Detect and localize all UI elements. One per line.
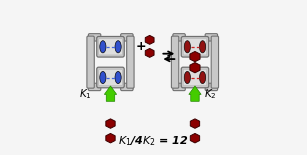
Ellipse shape	[100, 41, 106, 53]
Polygon shape	[190, 51, 200, 62]
Ellipse shape	[184, 71, 190, 84]
Ellipse shape	[115, 41, 121, 53]
FancyBboxPatch shape	[181, 67, 209, 88]
Polygon shape	[190, 133, 200, 143]
Polygon shape	[104, 86, 117, 101]
FancyBboxPatch shape	[87, 36, 94, 88]
Polygon shape	[145, 35, 154, 44]
Ellipse shape	[184, 41, 190, 53]
FancyBboxPatch shape	[183, 69, 207, 86]
FancyBboxPatch shape	[121, 34, 133, 41]
FancyBboxPatch shape	[88, 83, 101, 91]
FancyBboxPatch shape	[173, 83, 185, 91]
FancyBboxPatch shape	[121, 83, 133, 91]
FancyBboxPatch shape	[97, 67, 124, 88]
Ellipse shape	[100, 71, 106, 84]
Polygon shape	[189, 86, 201, 101]
FancyBboxPatch shape	[211, 36, 219, 88]
FancyBboxPatch shape	[181, 36, 209, 57]
FancyBboxPatch shape	[99, 69, 122, 86]
Polygon shape	[106, 119, 115, 128]
Text: $\mathit{K}_1$: $\mathit{K}_1$	[79, 87, 91, 101]
FancyBboxPatch shape	[97, 36, 124, 57]
Polygon shape	[190, 119, 200, 128]
Text: +: +	[136, 40, 146, 53]
FancyBboxPatch shape	[183, 39, 207, 55]
Polygon shape	[106, 133, 115, 143]
FancyBboxPatch shape	[205, 34, 218, 41]
Ellipse shape	[200, 71, 206, 84]
Text: $\mathit{K}_2$: $\mathit{K}_2$	[204, 87, 217, 101]
Polygon shape	[190, 62, 200, 73]
Polygon shape	[145, 49, 154, 57]
FancyBboxPatch shape	[205, 83, 218, 91]
Text: $\mathit{K}_1$/4$\mathit{K}_2$ = 12: $\mathit{K}_1$/4$\mathit{K}_2$ = 12	[118, 134, 189, 148]
FancyBboxPatch shape	[88, 34, 101, 41]
Ellipse shape	[200, 41, 206, 53]
FancyBboxPatch shape	[99, 39, 122, 55]
FancyBboxPatch shape	[171, 36, 179, 88]
FancyBboxPatch shape	[127, 36, 134, 88]
FancyBboxPatch shape	[173, 34, 185, 41]
Ellipse shape	[115, 71, 121, 84]
